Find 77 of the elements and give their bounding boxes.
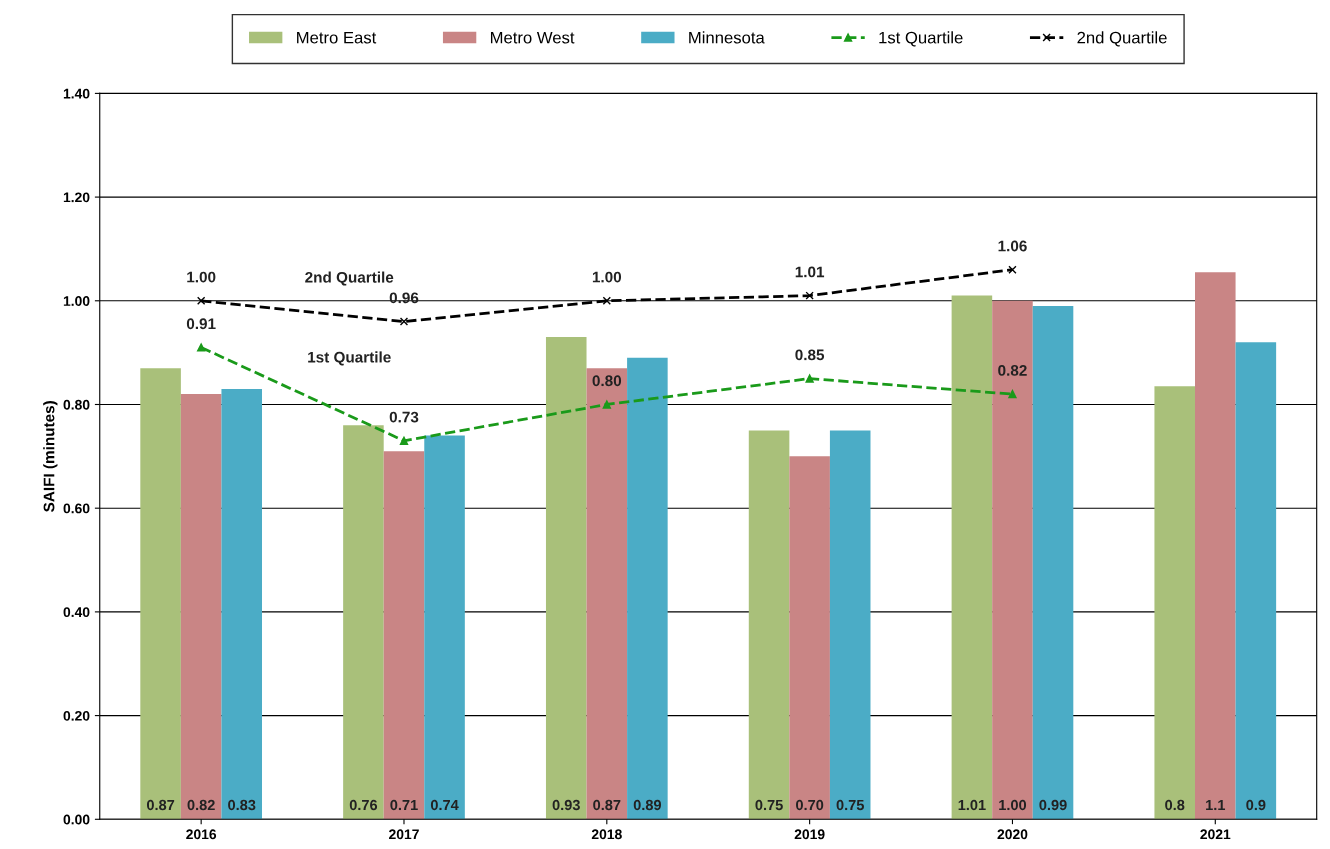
bar bbox=[1032, 305, 1074, 820]
y-tick-label: 1.00 bbox=[63, 296, 90, 306]
data-label: 0.82 bbox=[998, 365, 1027, 376]
data-label: 0.85 bbox=[795, 349, 825, 361]
y-tick-label: 1.20 bbox=[63, 192, 90, 203]
data-label: 0.87 bbox=[146, 799, 175, 811]
legend-label: Metro West bbox=[490, 31, 575, 44]
bar bbox=[586, 368, 628, 820]
data-label: 0.75 bbox=[755, 799, 783, 811]
bar bbox=[545, 337, 587, 820]
legend-label: 1st Quartile bbox=[879, 31, 963, 47]
bar bbox=[180, 394, 222, 820]
legend-label: Metro East bbox=[297, 31, 377, 44]
annotation: 1st Quartile bbox=[308, 351, 391, 366]
point bbox=[805, 291, 814, 300]
y-axis-title: SAIFI (minutes) bbox=[43, 401, 58, 512]
x-tick-label: 2021 bbox=[1200, 829, 1231, 840]
point bbox=[196, 296, 206, 305]
x-tick-label: 2017 bbox=[389, 829, 419, 840]
bar bbox=[748, 430, 790, 820]
bar bbox=[1195, 272, 1236, 820]
data-label: 0.9 bbox=[1246, 799, 1266, 811]
bar bbox=[829, 430, 871, 820]
data-label: 1.01 bbox=[958, 799, 986, 811]
data-label: 0.93 bbox=[552, 799, 580, 811]
x-tick-label: 2020 bbox=[997, 829, 1028, 840]
bar bbox=[1154, 386, 1195, 820]
data-label: 1.01 bbox=[795, 266, 825, 278]
bar bbox=[951, 295, 993, 820]
data-label: 0.89 bbox=[633, 799, 662, 811]
data-label: 1.00 bbox=[187, 271, 216, 283]
x-tick-label: 2016 bbox=[186, 829, 217, 840]
legend-label: 2nd Quartile bbox=[1077, 31, 1167, 47]
point bbox=[805, 374, 814, 383]
data-label: 0.8 bbox=[1165, 799, 1185, 811]
y-tick-label: 0.60 bbox=[63, 503, 90, 514]
legend-label: Minnesota bbox=[689, 31, 765, 44]
bar bbox=[343, 425, 384, 820]
bar bbox=[140, 368, 181, 820]
point bbox=[1008, 389, 1017, 399]
data-label: 0.82 bbox=[187, 799, 215, 811]
point bbox=[399, 436, 409, 445]
data-label: 0.74 bbox=[430, 799, 459, 811]
data-label: 0.75 bbox=[836, 799, 864, 811]
data-label: 0.76 bbox=[349, 799, 378, 811]
data-label: 1.00 bbox=[592, 271, 622, 283]
bar bbox=[992, 300, 1033, 820]
bar bbox=[789, 456, 830, 820]
y-tick-label: 0.80 bbox=[63, 399, 90, 410]
y-tick-label: 0.00 bbox=[63, 814, 90, 825]
data-label: 0.80 bbox=[592, 375, 622, 387]
data-label: 0.99 bbox=[1039, 799, 1067, 811]
point bbox=[1008, 265, 1017, 274]
point bbox=[399, 317, 409, 326]
bar bbox=[424, 435, 465, 820]
y-tick-label: 0.20 bbox=[63, 710, 90, 721]
point bbox=[196, 343, 206, 352]
x-tick-label: 2018 bbox=[591, 829, 622, 840]
data-label: 0.73 bbox=[389, 411, 419, 423]
data-label: 0.87 bbox=[593, 799, 621, 811]
data-label: 0.71 bbox=[390, 799, 418, 811]
bar bbox=[1235, 342, 1277, 820]
bar bbox=[221, 388, 263, 820]
bar bbox=[383, 451, 425, 820]
data-label: 1.1 bbox=[1206, 800, 1226, 811]
annotation: 2nd Quartile bbox=[305, 271, 394, 286]
data-label: 0.91 bbox=[186, 318, 216, 330]
bar bbox=[627, 357, 668, 820]
data-label: 0.83 bbox=[228, 799, 256, 811]
data-label: 0.70 bbox=[796, 799, 824, 811]
data-label: 1.00 bbox=[999, 799, 1027, 811]
point bbox=[602, 296, 611, 305]
y-tick-label: 1.40 bbox=[63, 88, 90, 99]
point bbox=[602, 400, 611, 409]
data-label: 1.06 bbox=[998, 240, 1027, 252]
x-tick-label: 2019 bbox=[794, 829, 825, 840]
y-tick-label: 0.40 bbox=[63, 607, 90, 618]
